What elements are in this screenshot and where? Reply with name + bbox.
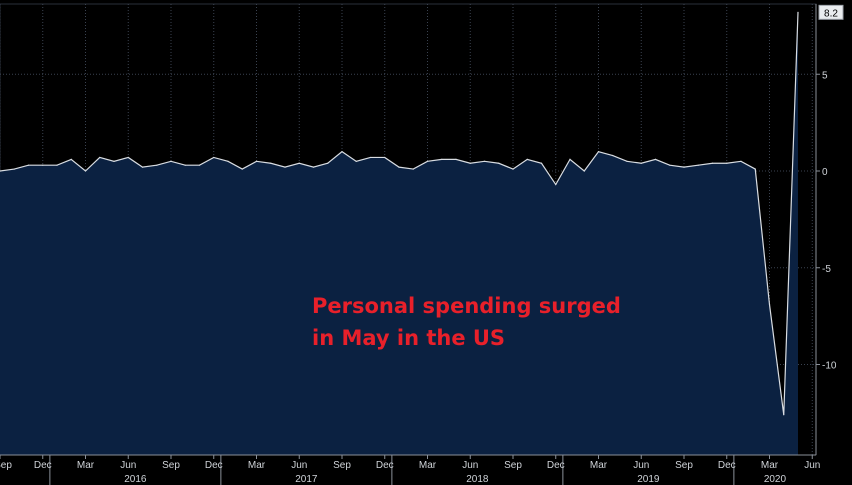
annotation-line-2: in May in the US bbox=[312, 326, 506, 350]
x-tick-label: Dec bbox=[205, 460, 223, 471]
x-tick-label: Sep bbox=[333, 460, 351, 471]
data-point bbox=[99, 156, 101, 159]
annotation-line-1: Personal spending surged bbox=[312, 294, 621, 318]
last-value-label: 8.2 bbox=[824, 8, 838, 19]
x-tick-label: Sep bbox=[675, 460, 693, 471]
data-point bbox=[27, 164, 30, 166]
data-point bbox=[740, 160, 742, 162]
data-point bbox=[213, 156, 215, 159]
data-point bbox=[669, 164, 671, 166]
x-tick-label: Jun bbox=[462, 460, 478, 471]
data-point bbox=[583, 170, 585, 172]
x-tick-label: Dec bbox=[718, 460, 736, 471]
data-point bbox=[768, 303, 771, 306]
data-point bbox=[255, 160, 258, 162]
data-point bbox=[0, 170, 1, 172]
x-tick-label: Mar bbox=[761, 460, 779, 471]
y-tick-label: 0 bbox=[822, 167, 828, 178]
labels: 5 0 -5 -10 8.2 Sep Dec Mar Jun Sep Dec Mar Jun Sep Dec… bbox=[0, 4, 844, 485]
data-point bbox=[341, 151, 343, 153]
data-point bbox=[241, 168, 243, 170]
data-point bbox=[13, 168, 15, 170]
data-point bbox=[654, 158, 657, 160]
data-point bbox=[626, 160, 628, 162]
data-point bbox=[156, 164, 158, 166]
x-tick-label: Sep bbox=[504, 460, 522, 471]
data-point bbox=[711, 162, 714, 164]
data-point bbox=[597, 151, 600, 153]
y-tick-label: 5 bbox=[822, 70, 828, 81]
x-tick-label: Jun bbox=[120, 460, 136, 471]
data-point bbox=[441, 158, 443, 160]
data-point bbox=[697, 164, 699, 166]
data-point bbox=[612, 154, 614, 157]
y-tick-label: -5 bbox=[822, 264, 831, 275]
last-value-box bbox=[818, 4, 844, 20]
data-point bbox=[384, 156, 386, 159]
x-tick-label: Mar bbox=[419, 460, 437, 471]
series-area bbox=[0, 12, 798, 456]
year-label: 2017 bbox=[295, 474, 318, 485]
data-point bbox=[327, 162, 329, 164]
x-tick-label: Dec bbox=[547, 460, 565, 471]
data-point bbox=[640, 162, 642, 164]
axes bbox=[0, 4, 820, 485]
data-point bbox=[483, 160, 486, 162]
data-point bbox=[754, 168, 756, 170]
data-point bbox=[42, 164, 44, 166]
year-label: 2018 bbox=[466, 474, 489, 485]
data-point bbox=[70, 158, 72, 160]
data-point bbox=[683, 166, 685, 168]
x-tick-label: Dec bbox=[376, 460, 394, 471]
year-label: 2020 bbox=[764, 474, 787, 485]
data-point bbox=[227, 160, 229, 162]
data-point bbox=[170, 160, 172, 162]
data-point bbox=[298, 162, 300, 164]
data-point bbox=[84, 170, 87, 172]
x-tick-label: Sep bbox=[0, 460, 12, 471]
x-tick-label: Sep bbox=[162, 460, 180, 471]
data-point bbox=[355, 160, 357, 162]
data-point bbox=[412, 168, 414, 170]
data-point bbox=[569, 158, 571, 160]
x-tick-label: Mar bbox=[77, 460, 95, 471]
x-tick-label: Jun bbox=[804, 460, 820, 471]
y-tick-label: -10 bbox=[822, 361, 837, 372]
data-point bbox=[184, 164, 186, 166]
x-tick-label: Dec bbox=[34, 460, 52, 471]
data-point bbox=[284, 166, 286, 168]
data-point bbox=[369, 156, 372, 159]
data-point bbox=[455, 158, 457, 160]
x-tick-label: Jun bbox=[633, 460, 649, 471]
x-tick-label: Jun bbox=[291, 460, 307, 471]
x-tick-label: Mar bbox=[590, 460, 608, 471]
data-point bbox=[512, 168, 514, 170]
data-point bbox=[540, 162, 543, 164]
x-tick-label: Mar bbox=[248, 460, 266, 471]
data-point bbox=[469, 162, 471, 164]
data-point bbox=[113, 160, 115, 162]
data-point bbox=[426, 160, 429, 162]
data-point bbox=[498, 162, 500, 164]
data-point bbox=[270, 162, 272, 164]
data-point bbox=[555, 183, 557, 186]
area-layer bbox=[0, 11, 799, 456]
data-point bbox=[797, 11, 799, 13]
data-point bbox=[726, 162, 728, 164]
chart-annotation: Personal spending surged in May in the U… bbox=[312, 290, 621, 354]
data-point bbox=[141, 166, 144, 168]
data-point bbox=[312, 166, 315, 168]
data-point bbox=[56, 164, 58, 166]
data-point bbox=[198, 164, 201, 166]
data-point bbox=[526, 158, 528, 160]
year-label: 2016 bbox=[124, 474, 147, 485]
data-point bbox=[127, 156, 129, 159]
data-point bbox=[783, 414, 785, 416]
year-label: 2019 bbox=[637, 474, 660, 485]
data-point bbox=[398, 166, 400, 168]
